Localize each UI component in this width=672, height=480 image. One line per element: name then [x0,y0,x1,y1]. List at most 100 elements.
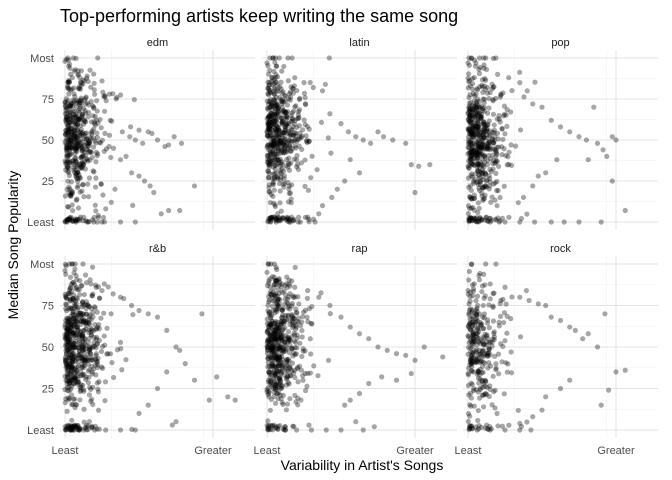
data-point [264,269,270,275]
data-point [272,310,278,316]
data-point [271,389,277,395]
data-point [71,305,77,311]
data-point [284,300,290,306]
data-point [491,337,497,343]
data-point [80,139,86,145]
data-point [272,86,278,93]
data-point [470,128,477,135]
data-point [269,78,275,85]
data-point [475,128,481,134]
data-point [281,288,287,294]
data-point [68,324,74,331]
data-point [467,316,473,322]
data-point [69,75,75,81]
data-point [301,80,307,86]
data-point [123,153,129,159]
data-point [486,118,492,124]
data-point [62,355,68,361]
data-point [77,388,83,395]
data-point [485,335,491,342]
data-point [270,103,276,109]
data-point [64,315,70,321]
data-point [66,152,72,159]
data-point [73,134,79,140]
data-point [93,208,99,214]
data-point [271,76,277,82]
data-point [293,324,299,330]
data-point [275,215,281,221]
data-point [543,302,549,309]
data-point [466,301,472,307]
data-point [268,356,275,362]
data-point [64,342,71,348]
data-point [272,202,278,208]
data-point [63,332,70,338]
data-point [282,424,288,430]
data-point [76,425,82,432]
data-point [497,300,503,307]
data-point [87,157,93,163]
data-point [271,162,278,168]
data-point [477,144,483,150]
data-point [296,363,303,369]
data-point [92,362,98,368]
data-point [70,158,76,164]
data-point [88,332,95,338]
data-point [96,326,102,332]
data-point [481,295,487,301]
data-point [62,193,68,199]
data-point [65,123,72,129]
data-point [69,320,75,326]
data-point [475,162,481,168]
data-point [274,112,280,119]
data-point [272,153,278,159]
data-point [474,110,480,116]
data-point [77,189,83,195]
data-point [67,371,73,377]
data-point [94,130,100,136]
data-point [272,203,278,210]
data-point [469,143,475,149]
data-point [477,179,483,185]
data-point [274,266,280,273]
data-point [275,137,281,143]
data-point [467,120,474,126]
data-point [75,312,81,318]
data-point [302,101,309,107]
data-point [486,346,493,352]
data-point [64,380,70,387]
data-point [304,295,311,301]
data-point [295,319,301,325]
data-point [73,331,79,337]
data-point [476,149,482,155]
data-point [71,427,77,433]
data-point [68,101,74,107]
data-point [85,368,92,374]
facet-panel-latin: latin [262,37,457,230]
data-point [472,115,479,121]
data-point [285,329,292,335]
data-point [276,354,282,360]
data-point [267,284,273,290]
data-point [289,115,295,121]
data-point [64,330,70,337]
data-point [66,120,72,126]
data-point [284,376,290,382]
data-point [282,427,288,433]
data-point [71,312,77,318]
data-point [543,394,549,400]
data-point [498,92,504,98]
data-point [269,343,275,349]
data-point [267,135,273,141]
data-point [477,319,483,326]
data-point [280,345,286,352]
data-point [482,83,488,89]
data-point [480,347,487,353]
data-point [84,357,91,364]
data-point [72,169,78,176]
data-point [76,85,83,92]
data-point [64,335,70,341]
data-point [278,370,284,376]
data-point [390,137,396,143]
data-point [271,145,278,151]
